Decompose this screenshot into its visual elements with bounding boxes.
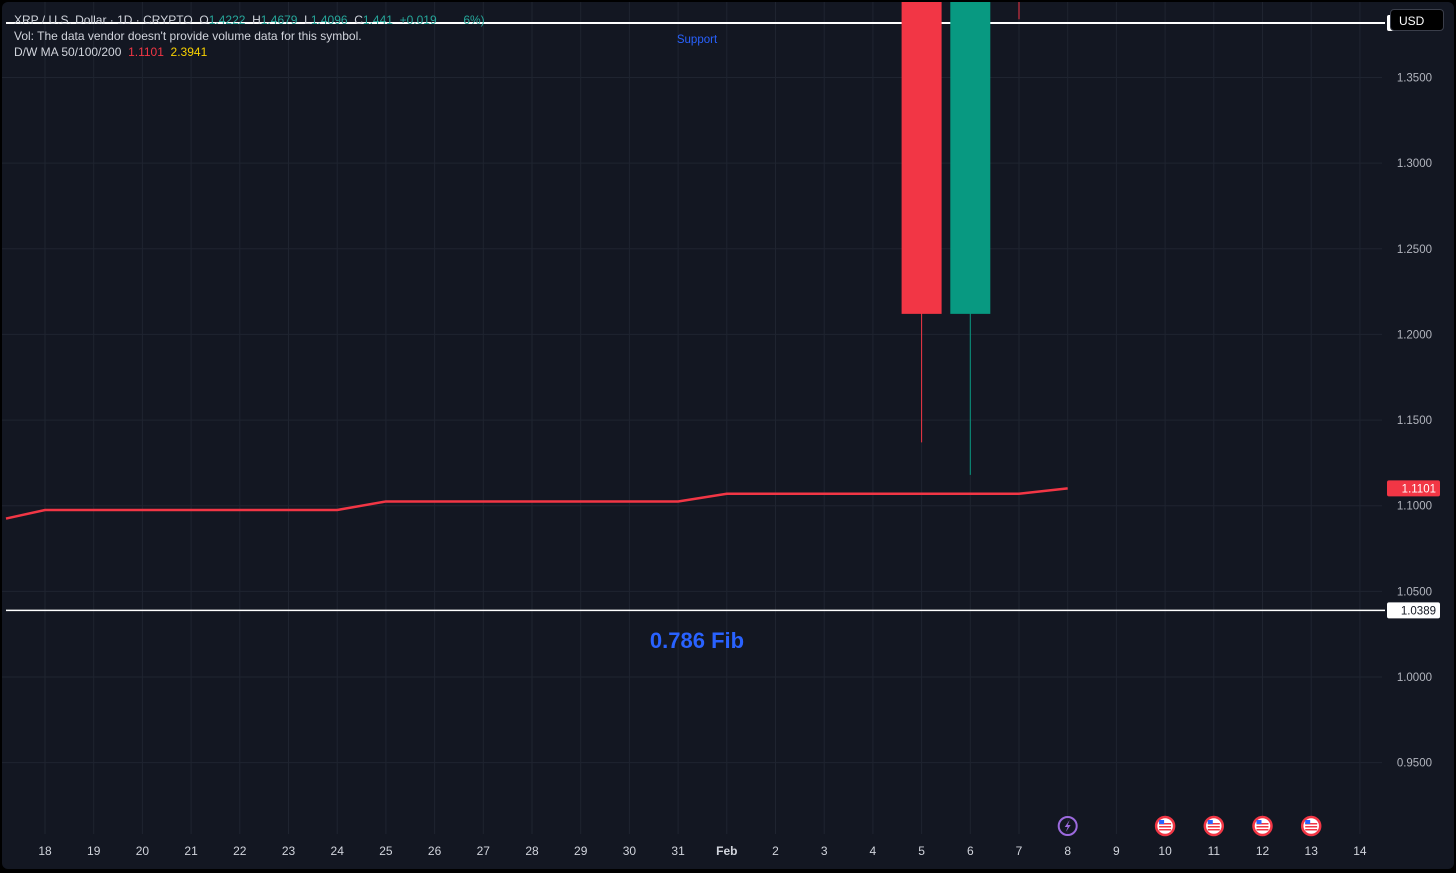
candle [1018, 2, 1020, 20]
x-tick-label: 18 [38, 844, 52, 858]
low-value: 1.4096 [310, 13, 348, 27]
grid [2, 2, 1382, 834]
flag-stripe [1159, 826, 1172, 828]
ma-value-2: 2.3941 [170, 45, 208, 59]
level-annotation: Support [677, 34, 718, 46]
open-label: O [199, 13, 209, 27]
x-tick-label: 13 [1305, 844, 1319, 858]
x-tick-label: 27 [477, 844, 491, 858]
x-tick-label: 26 [428, 844, 442, 858]
candle [950, 2, 991, 475]
x-tick-label: 31 [671, 844, 685, 858]
flag-canton [1305, 820, 1311, 824]
x-tick-label: 21 [184, 844, 198, 858]
x-tick-label: 29 [574, 844, 588, 858]
y-tick-label: 1.2500 [1397, 244, 1432, 256]
flag-stripe [1207, 826, 1220, 828]
y-tick-label: 1.0000 [1397, 672, 1432, 684]
lightning-event-icon[interactable] [1057, 816, 1078, 836]
level-annotation: 0.786 Fib [650, 628, 744, 653]
flag-stripe [1159, 829, 1172, 831]
flag-stripe [1256, 823, 1269, 825]
y-tick-label: 1.1000 [1397, 501, 1432, 513]
volume-note: Vol: The data vendor doesn't provide vol… [14, 28, 362, 44]
x-tick-label: 30 [623, 844, 637, 858]
x-tick-label: 25 [379, 844, 393, 858]
y-tick-label: 1.3500 [1397, 72, 1432, 84]
flag-canton [1256, 820, 1262, 824]
x-tick-label: 22 [233, 844, 247, 858]
x-tick-label: 9 [1113, 844, 1120, 858]
us-flag-event-icon[interactable] [1203, 815, 1225, 837]
x-tick-label: 24 [331, 844, 345, 858]
open-value: 1.4222 [208, 13, 246, 27]
us-flag-event-icon[interactable] [1154, 815, 1176, 837]
flag-stripe [1207, 823, 1220, 825]
x-tick-label: 10 [1158, 844, 1172, 858]
change-percent: 6%) [463, 13, 485, 27]
event-ring [1057, 816, 1078, 836]
x-tick-label: 28 [525, 844, 539, 858]
flag-stripe [1305, 826, 1318, 828]
flag-stripe [1256, 826, 1269, 828]
change-value: +0.019 [399, 13, 437, 27]
lightning-glyph [1064, 820, 1071, 832]
flag-canton [1159, 820, 1165, 824]
x-tick-label: 5 [918, 844, 925, 858]
x-tick-label: 7 [1016, 844, 1023, 858]
x-tick-label: 11 [1208, 844, 1221, 858]
x-tick-label: 19 [87, 844, 101, 858]
candle-body [901, 2, 942, 314]
us-flag-event-icon[interactable] [1300, 815, 1322, 837]
candle-body [950, 2, 991, 314]
ma-price-tag-bg [1387, 480, 1440, 497]
close-value: 1.441 [362, 13, 393, 27]
y-tick-label: 1.1500 [1397, 415, 1432, 427]
x-tick-label: 2 [772, 844, 779, 858]
flag-stripe [1256, 829, 1269, 831]
x-tick-label: 3 [821, 844, 828, 858]
flag-stripe [1305, 829, 1318, 831]
level-price-tag-text: 1.0389 [1401, 605, 1436, 617]
x-tick-label: 14 [1353, 844, 1367, 858]
y-tick-label: 1.0500 [1397, 586, 1432, 598]
x-tick-label: 20 [136, 844, 150, 858]
flag-stripe [1305, 823, 1318, 825]
symbol-title[interactable]: XRP / U.S. Dollar · 1D · CRYPTO [14, 13, 193, 27]
ma-value-1: 1.1101 [128, 45, 164, 59]
currency-button[interactable]: USD [1390, 9, 1444, 31]
level-price-tag: 1.0389 [1387, 602, 1440, 619]
high-value: 1.4679 [260, 13, 298, 27]
y-tick-label: 0.9500 [1397, 758, 1432, 770]
flag-stripe [1207, 829, 1220, 831]
us-flag-event-icon[interactable] [1252, 815, 1273, 837]
ma-label: D/W MA 50/100/200 [14, 45, 122, 59]
ma-price-tag: 1.1101 [1387, 480, 1440, 497]
high-label: H [252, 13, 261, 27]
x-tick-label: 23 [282, 844, 296, 858]
close-label: C [354, 13, 363, 27]
ma-price-tag-text: 1.1101 [1402, 483, 1436, 495]
y-tick-label: 1.2000 [1397, 329, 1432, 341]
x-tick-label: 12 [1256, 844, 1270, 858]
x-tick-label: 8 [1064, 844, 1071, 858]
x-tick-label: 4 [870, 844, 877, 858]
candle [901, 2, 942, 443]
ma-legend[interactable]: D/W MA 50/100/200 1.1101 2.3941 [14, 44, 207, 60]
y-tick-label: 1.3000 [1397, 158, 1432, 170]
x-tick-label: 6 [967, 844, 974, 858]
volume-note-text: Vol: The data vendor doesn't provide vol… [14, 29, 362, 43]
flag-canton [1207, 820, 1213, 824]
level-price-tag-bg [1387, 602, 1440, 619]
low-label: L [304, 13, 311, 27]
ma-line [5, 487, 1068, 520]
flag-stripe [1159, 823, 1172, 825]
x-tick-label: Feb [716, 844, 737, 858]
ohlc-legend: XRP / U.S. Dollar · 1D · CRYPTO O1.4222 … [14, 12, 485, 28]
